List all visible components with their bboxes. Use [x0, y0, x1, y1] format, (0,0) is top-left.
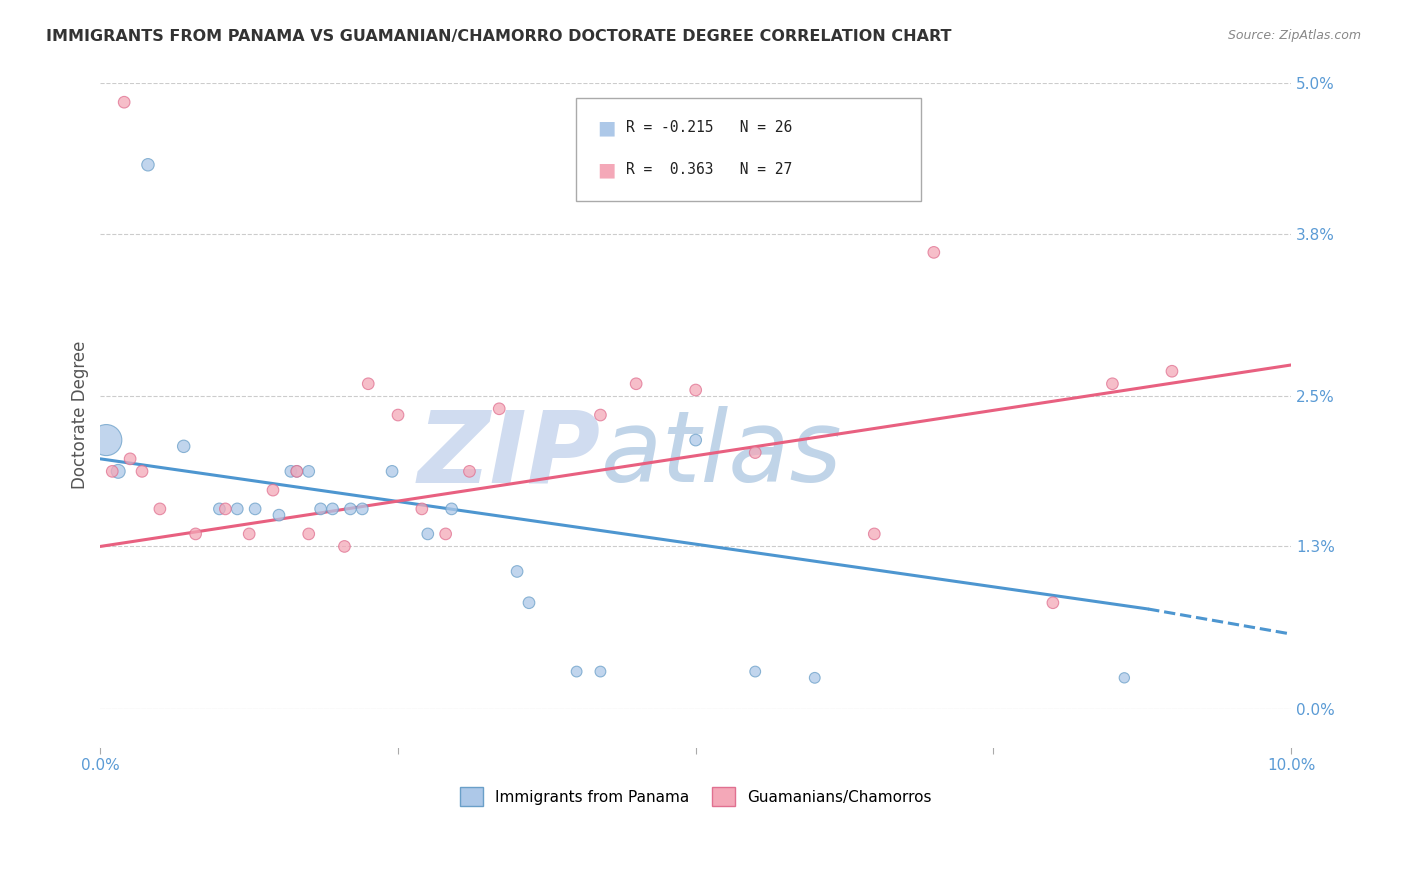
Point: [309, 502, 332, 516]
Point: [922, 245, 945, 260]
Point: [285, 464, 308, 478]
Text: ■: ■: [598, 118, 616, 137]
Point: [280, 464, 302, 478]
Point: [184, 527, 207, 541]
Point: [1042, 596, 1064, 610]
Point: [458, 464, 481, 478]
Point: [226, 502, 249, 516]
Text: R =  0.363   N = 27: R = 0.363 N = 27: [626, 162, 792, 177]
Point: [1101, 376, 1123, 391]
Point: [744, 445, 766, 459]
Point: [357, 376, 380, 391]
Point: [322, 502, 344, 516]
Point: [1114, 671, 1136, 685]
Point: [685, 383, 707, 397]
Point: [112, 95, 135, 110]
Point: [488, 401, 510, 416]
Point: [149, 502, 172, 516]
Point: [416, 527, 439, 541]
Point: [333, 540, 356, 554]
Point: [589, 665, 612, 679]
Point: [243, 502, 266, 516]
Point: [298, 527, 321, 541]
Point: [285, 464, 308, 478]
Point: [107, 464, 129, 478]
Point: [298, 464, 321, 478]
Text: IMMIGRANTS FROM PANAMA VS GUAMANIAN/CHAMORRO DOCTORATE DEGREE CORRELATION CHART: IMMIGRANTS FROM PANAMA VS GUAMANIAN/CHAM…: [46, 29, 952, 44]
Text: atlas: atlas: [600, 407, 842, 503]
Point: [506, 565, 529, 579]
Point: [411, 502, 433, 516]
Point: [173, 439, 195, 453]
Point: [267, 508, 290, 523]
Point: [238, 527, 260, 541]
Point: [565, 665, 588, 679]
Point: [863, 527, 886, 541]
Point: [803, 671, 825, 685]
Point: [339, 502, 361, 516]
Point: [434, 527, 457, 541]
Point: [517, 596, 540, 610]
Legend: Immigrants from Panama, Guamanians/Chamorros: Immigrants from Panama, Guamanians/Chamo…: [454, 781, 938, 812]
Point: [208, 502, 231, 516]
Y-axis label: Doctorate Degree: Doctorate Degree: [72, 341, 89, 489]
Point: [96, 433, 118, 447]
Point: [131, 464, 153, 478]
Point: [381, 464, 404, 478]
Point: [1161, 364, 1184, 378]
Point: [352, 502, 374, 516]
Point: [744, 665, 766, 679]
Text: ZIP: ZIP: [418, 407, 600, 503]
Point: [589, 408, 612, 422]
Point: [387, 408, 409, 422]
Text: R = -0.215   N = 26: R = -0.215 N = 26: [626, 120, 792, 135]
Text: Source: ZipAtlas.com: Source: ZipAtlas.com: [1227, 29, 1361, 42]
Text: ■: ■: [598, 160, 616, 179]
Point: [440, 502, 463, 516]
Point: [136, 158, 159, 172]
Point: [101, 464, 124, 478]
Point: [214, 502, 236, 516]
Point: [624, 376, 647, 391]
Point: [685, 433, 707, 447]
Point: [262, 483, 284, 497]
Point: [120, 451, 142, 466]
